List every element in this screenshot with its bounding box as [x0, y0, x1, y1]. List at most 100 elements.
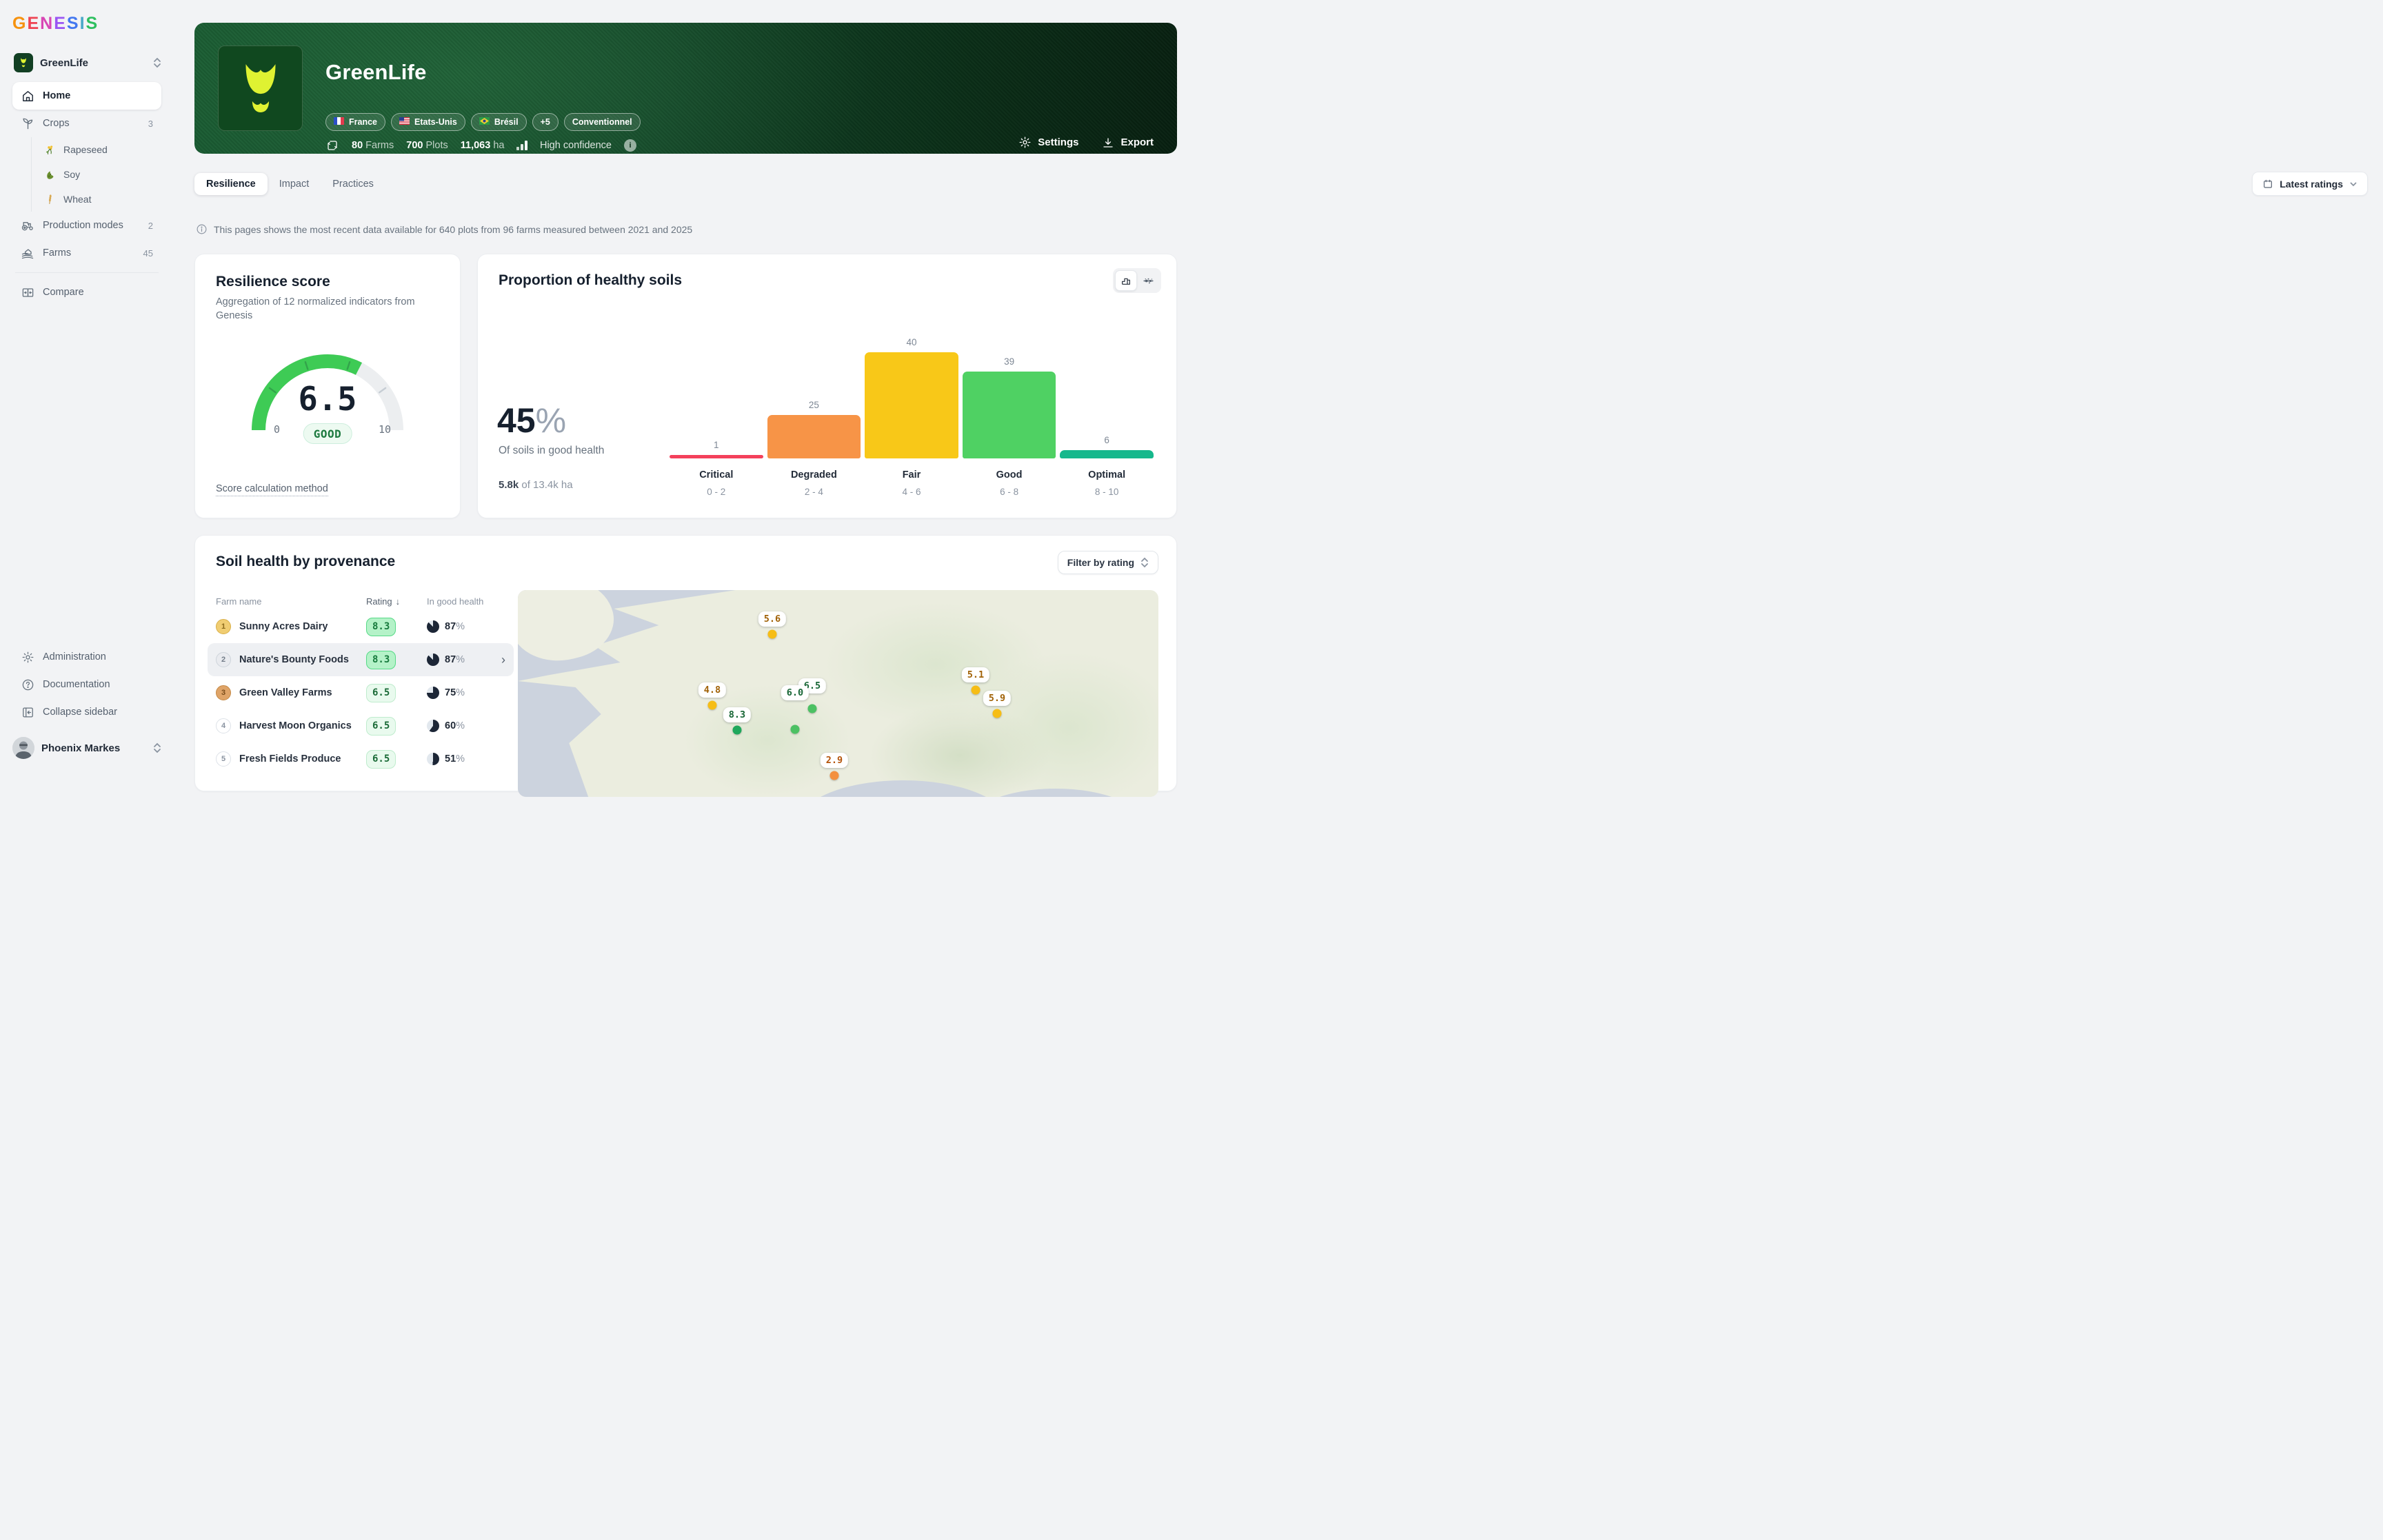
- bar-value: 1: [714, 440, 719, 450]
- bar-category-label: Good: [996, 469, 1023, 480]
- table-row[interactable]: 3 Green Valley Farms 6.5 75%: [208, 676, 514, 709]
- map-marker-label[interactable]: 8.3: [723, 707, 752, 722]
- org-badge-conventionnel: Conventionnel: [563, 113, 641, 131]
- map-marker-dot[interactable]: [992, 709, 1002, 718]
- sidebar-item-collapse[interactable]: Collapse sidebar: [12, 698, 161, 726]
- column-rating[interactable]: Rating ↓: [366, 596, 401, 607]
- distribution-view-button[interactable]: [1137, 270, 1159, 291]
- bar-column-good[interactable]: 39 Good 6 - 8: [962, 312, 1056, 497]
- health-percent: 87%: [445, 621, 465, 632]
- farms-map[interactable]: 5.6 4.8 6.5 6.0 8.3 5.1 5.9 2.9: [518, 590, 1158, 797]
- org-title: GreenLife: [325, 60, 427, 84]
- soy-icon: [43, 168, 57, 181]
- sidebar-item-soy[interactable]: Soy: [36, 162, 161, 187]
- resilience-title: Resilience score: [216, 274, 330, 290]
- bar-column-degraded[interactable]: 25 Degraded 2 - 4: [767, 312, 861, 497]
- map-marker-dot[interactable]: [732, 725, 742, 735]
- chevron-updown-icon: [153, 57, 161, 68]
- rank-badge: 2: [216, 652, 231, 667]
- sidebar-item-label: Collapse sidebar: [43, 707, 118, 718]
- bar-column-fair[interactable]: 40 Fair 4 - 6: [865, 312, 958, 497]
- bar-value: 40: [906, 337, 917, 347]
- bar-range-label: 6 - 8: [1000, 487, 1019, 497]
- org-badge-etats-unis: Etats-Unis: [391, 113, 465, 131]
- sidebar-item-farms[interactable]: Farms 45: [12, 239, 161, 267]
- rating-badge: 6.5: [366, 683, 396, 702]
- compare-icon: [21, 285, 34, 299]
- provenance-title: Soil health by provenance: [216, 554, 396, 569]
- table-row[interactable]: 2 Nature's Bounty Foods 8.3 87% ›: [208, 643, 514, 676]
- sidebar-item-home[interactable]: Home: [12, 82, 161, 110]
- map-marker-label[interactable]: 4.8: [698, 682, 727, 698]
- sidebar-item-administration[interactable]: Administration: [12, 643, 161, 671]
- histogram-view-button[interactable]: [1115, 270, 1137, 291]
- org-stats: 80 Farms 700 Plots 11,063 ha High confid…: [325, 139, 636, 152]
- org-badges: France Etats-Unis Brésil +5 Conventionnel: [325, 113, 641, 131]
- sidebar-item-rapeseed[interactable]: Rapeseed: [36, 137, 161, 162]
- sidebar-item-label: Crops: [43, 118, 70, 129]
- org-badge--5: +5: [532, 113, 559, 131]
- column-health[interactable]: In good health: [427, 596, 484, 607]
- map-marker-label[interactable]: 5.6: [758, 611, 787, 627]
- tab-practices[interactable]: Practices: [332, 178, 374, 190]
- rating-badge: 6.5: [366, 749, 396, 769]
- period-selector[interactable]: Latest ratings: [2252, 172, 2368, 196]
- map-marker-dot[interactable]: [790, 725, 800, 734]
- tab-resilience[interactable]: Resilience: [194, 172, 268, 195]
- map-marker-dot[interactable]: [707, 700, 717, 710]
- help-icon: [21, 678, 34, 691]
- map-marker-label[interactable]: 2.9: [820, 753, 849, 768]
- sidebar-item-wheat[interactable]: Wheat: [36, 187, 161, 212]
- sidebar-item-documentation[interactable]: Documentation: [12, 671, 161, 698]
- sidebar-item-compare[interactable]: Compare: [12, 278, 161, 306]
- map-marker-label[interactable]: 5.9: [983, 691, 1012, 706]
- bar-category-label: Optimal: [1088, 469, 1126, 480]
- map-marker-dot[interactable]: [971, 685, 981, 695]
- sidebar-item-label: Administration: [43, 651, 106, 662]
- column-farm-name[interactable]: Farm name: [216, 596, 262, 607]
- wheat-icon: [43, 192, 57, 206]
- rank-badge: 3: [216, 685, 231, 700]
- sidebar-item-production-modes[interactable]: Production modes 2: [12, 212, 161, 239]
- org-banner-logo: [218, 45, 303, 131]
- org-name: GreenLife: [40, 57, 89, 69]
- map-marker-label[interactable]: 6.0: [781, 685, 810, 700]
- bar-range-label: 0 - 2: [707, 487, 726, 497]
- table-row[interactable]: 4 Harvest Moon Organics 6.5 60%: [208, 709, 514, 742]
- chart-type-toggle: [1113, 268, 1161, 293]
- settings-button[interactable]: Settings: [1018, 136, 1078, 149]
- sidebar-item-label: Compare: [43, 287, 84, 298]
- bar-category-label: Degraded: [790, 469, 837, 480]
- rapeseed-icon: [43, 143, 57, 156]
- table-row[interactable]: 5 Fresh Fields Produce 6.5 51%: [208, 742, 514, 776]
- score-method-link[interactable]: Score calculation method: [216, 483, 328, 496]
- org-selector[interactable]: GreenLife: [14, 53, 161, 72]
- export-button[interactable]: Export: [1102, 136, 1154, 149]
- map-marker-dot[interactable]: [829, 771, 839, 780]
- chevron-right-icon: ›: [501, 652, 505, 667]
- bar-value: 6: [1104, 435, 1109, 445]
- map-marker-dot[interactable]: [807, 704, 817, 713]
- info-icon[interactable]: i: [623, 139, 636, 152]
- farm-name: Sunny Acres Dairy: [239, 621, 328, 632]
- user-menu[interactable]: Phoenix Markes: [12, 737, 161, 759]
- production-count: 2: [148, 220, 153, 231]
- healthy-area: 5.8k of 13.4k ha: [499, 479, 573, 491]
- health-percent: 75%: [445, 687, 465, 698]
- tab-impact[interactable]: Impact: [279, 178, 310, 190]
- rating-badge: 8.3: [366, 650, 396, 669]
- bar: [767, 415, 861, 458]
- user-name: Phoenix Markes: [41, 742, 121, 754]
- table-row[interactable]: 1 Sunny Acres Dairy 8.3 87%: [208, 610, 514, 643]
- bar: [670, 455, 763, 458]
- sidebar-item-crops[interactable]: Crops 3: [12, 110, 161, 137]
- map-marker-label[interactable]: 5.1: [961, 667, 990, 682]
- bar-column-critical[interactable]: 1 Critical 0 - 2: [670, 312, 763, 497]
- healthy-soils-title: Proportion of healthy soils: [499, 272, 683, 288]
- filter-by-rating-button[interactable]: Filter by rating: [1057, 551, 1158, 574]
- map-marker-dot[interactable]: [767, 629, 777, 639]
- bar-range-label: 8 - 10: [1094, 487, 1119, 497]
- bar-column-optimal[interactable]: 6 Optimal 8 - 10: [1060, 312, 1154, 497]
- health-percent: 87%: [445, 654, 465, 665]
- gauge-max-label: 10: [378, 423, 391, 436]
